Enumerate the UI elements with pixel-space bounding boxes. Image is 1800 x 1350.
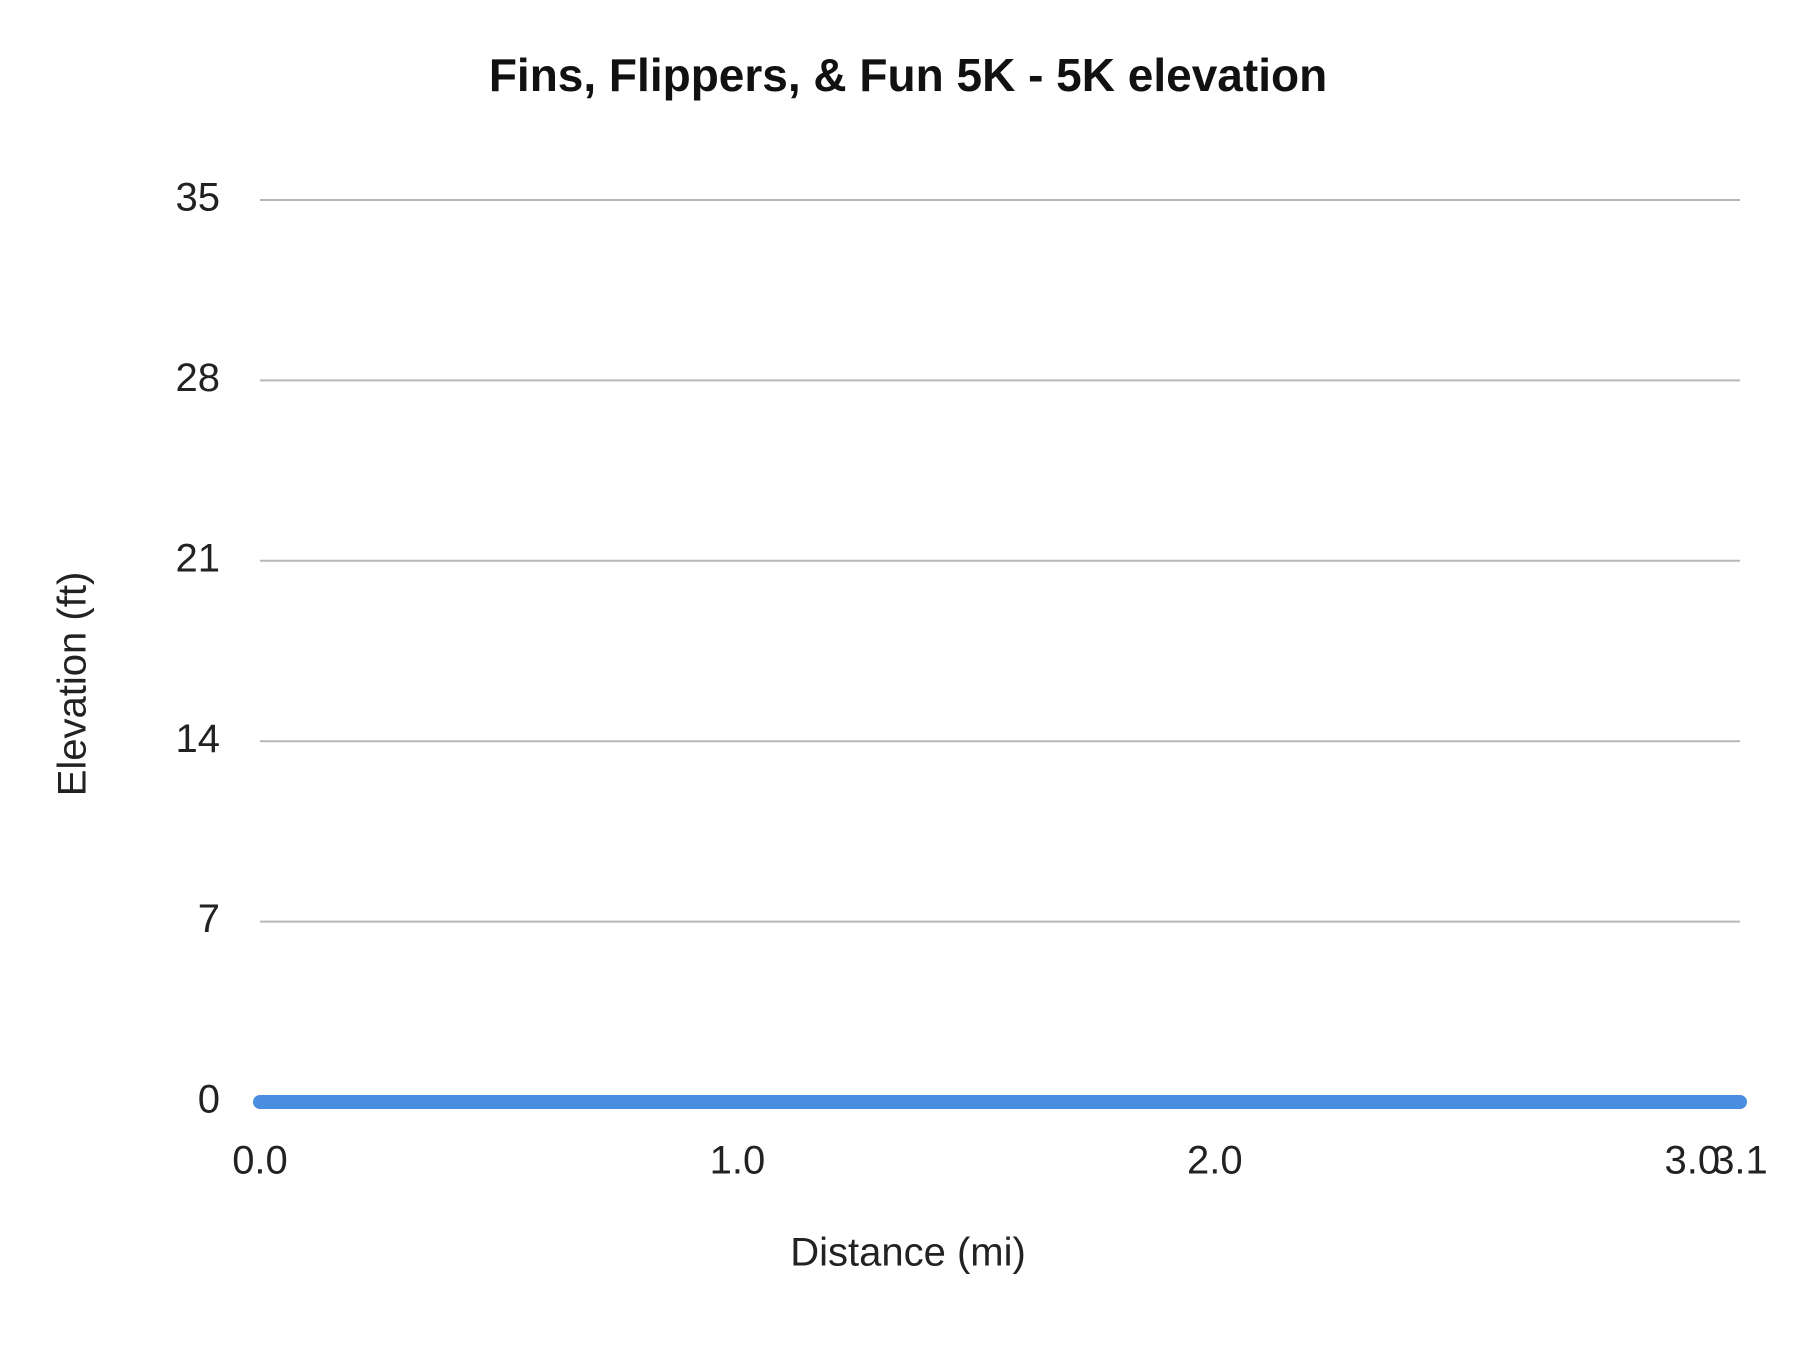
x-tick-label: 3.0 <box>1664 1139 1720 1183</box>
y-tick-label: 21 <box>176 536 221 580</box>
x-tick-label: 3.1 <box>1712 1139 1768 1183</box>
y-tick-label: 7 <box>198 897 220 941</box>
x-tick-label: 2.0 <box>1187 1139 1243 1183</box>
y-axis-label: Elevation (ft) <box>51 572 95 797</box>
x-tick-label: 0.0 <box>232 1139 288 1183</box>
y-tick-label: 14 <box>176 717 221 761</box>
chart-title: Fins, Flippers, & Fun 5K - 5K elevation <box>489 49 1327 101</box>
y-tick-label: 28 <box>176 356 221 400</box>
y-tick-label: 35 <box>176 176 221 220</box>
x-axis-label: Distance (mi) <box>790 1231 1026 1275</box>
y-tick-label: 0 <box>198 1078 220 1122</box>
x-tick-label: 1.0 <box>710 1139 766 1183</box>
